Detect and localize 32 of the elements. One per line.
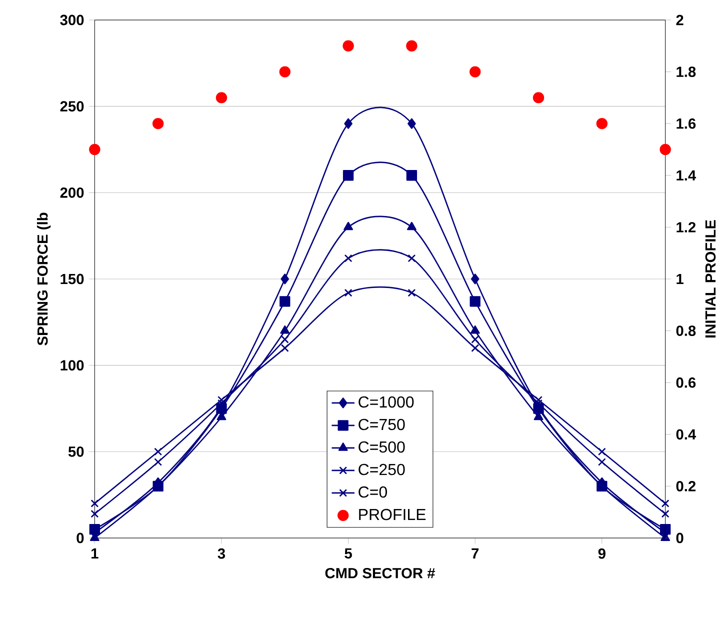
x-tick-label: 1 [92,548,98,558]
legend-label: PROFILE [359,508,426,520]
y2-tick-label: 0.4 [676,429,696,440]
y2-axis-title: INITIAL PROFILE [705,220,716,338]
y2-tick-label: 1.8 [676,66,696,77]
y-tick-label: 150 [60,274,84,284]
y-axis-title: SPRING FORCE (lb [36,212,51,346]
y2-tick-label: 0.6 [676,377,696,388]
legend-label: C=750 [358,418,405,430]
x-tick-label: 7 [472,548,479,558]
y-tick-label: 50 [68,446,84,457]
x-axis-title: CMD SECTOR # [325,568,436,578]
x-tick-label: 9 [598,548,606,559]
y2-tick-label: 1.6 [676,118,696,129]
y2-tick-label: 1.4 [676,170,696,180]
x-tick-label: 5 [344,548,352,559]
y-tick-label: 100 [60,360,84,371]
legend-label: C=1000 [358,396,414,408]
y2-tick-label: 1.2 [676,222,696,232]
y2-tick-label: 0.2 [676,481,696,492]
legend-label: C=250 [358,464,405,476]
y2-tick-label: 2 [676,14,684,26]
y-tick-label: 300 [60,14,84,26]
y2-tick-label: 0.8 [676,326,696,336]
legend-label: C=500 [358,441,405,453]
y-tick-label: 200 [60,187,84,198]
y2-tick-label: 0 [676,532,684,544]
y-tick-label: 250 [60,101,84,112]
legend-label: C=0 [358,486,387,498]
y2-tick-label: 1 [676,274,684,284]
x-tick-label: 3 [218,548,226,559]
y-tick-label: 0 [76,532,84,544]
